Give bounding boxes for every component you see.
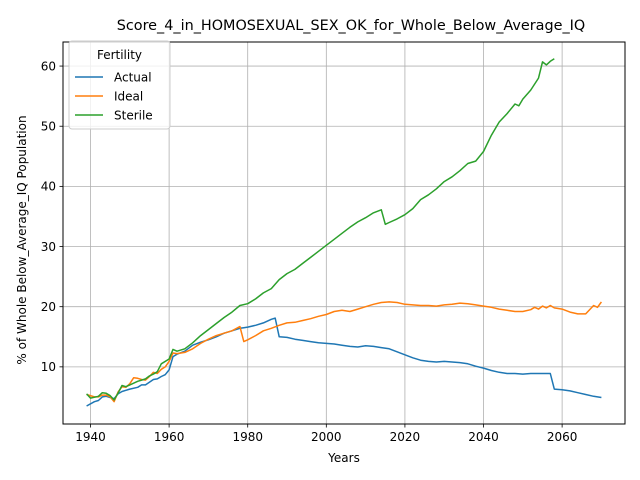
y-tick-label: 60 (41, 59, 56, 73)
x-axis-label: Years (327, 451, 360, 465)
y-tick-label: 30 (41, 240, 56, 254)
y-tick-label: 10 (41, 360, 56, 374)
legend-title: Fertility (97, 48, 142, 62)
y-tick-label: 40 (41, 180, 56, 194)
legend-entries: Actual Ideal Sterile (75, 70, 153, 122)
legend-label-ideal: Ideal (114, 89, 143, 103)
series-line-sterile (86, 58, 555, 401)
series-line-actual (86, 317, 602, 407)
x-tick-label: 1980 (232, 430, 263, 444)
x-tick-label: 2060 (547, 430, 578, 444)
legend-box (68, 40, 171, 130)
x-tick-label: 2040 (468, 430, 499, 444)
y-tick-label: 50 (41, 120, 56, 134)
axis-ticks: 1940 1960 1980 2000 2020 2040 2060 10 20 30 40 50 60 (41, 59, 578, 444)
chart-title: Score_4_in_HOMOSEXUAL_SEX_OK_for_Whole_B… (117, 18, 586, 34)
series-line-ideal (86, 301, 603, 403)
series-lines (86, 58, 603, 407)
x-tick-label: 2020 (390, 430, 421, 444)
legend-label-sterile: Sterile (114, 108, 153, 122)
y-tick-label: 20 (41, 300, 56, 314)
x-tick-label: 1940 (75, 430, 106, 444)
legend: Fertility Actual Ideal Sterile (68, 40, 171, 130)
x-tick-label: 2000 (311, 430, 342, 444)
x-tick-label: 1960 (154, 430, 185, 444)
plot-area-frame (62, 41, 626, 425)
y-axis-label: % of Whole Below_Average_IQ Population (15, 115, 29, 364)
legend-label-actual: Actual (114, 70, 152, 84)
